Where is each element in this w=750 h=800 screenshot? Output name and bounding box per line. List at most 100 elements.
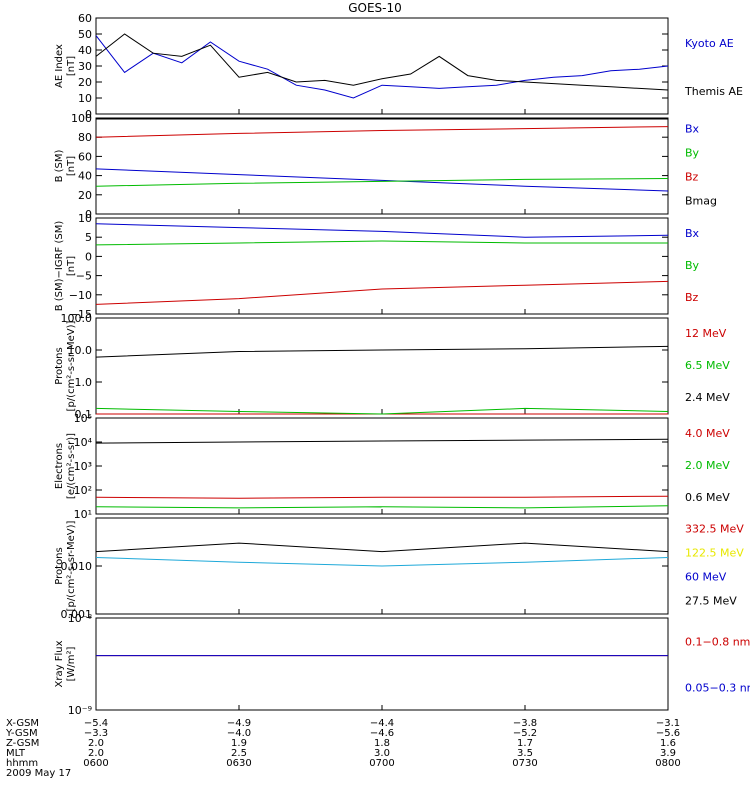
- axis-row-value: 0800: [655, 758, 680, 769]
- legend-entry: Bmag: [685, 194, 717, 207]
- axis-row-value: −3.8: [513, 718, 537, 729]
- y-axis-label-line: [e/(cm²-s-sr)]: [66, 433, 77, 499]
- y-axis-label-line: Protons: [54, 347, 65, 384]
- series-line-bz: [95, 280, 669, 305]
- axis-row-value: 3.9: [660, 748, 676, 759]
- axis-row-value: 3.5: [517, 748, 533, 759]
- y-tick-label: 0: [85, 208, 92, 221]
- y-axis-label: Protons [p/(cm²-s-sr-MeV)]: [54, 320, 77, 411]
- y-axis-label-line: [nT]: [66, 156, 77, 176]
- panel-frame: [95, 117, 669, 215]
- plot-title: GOES-10: [348, 1, 402, 15]
- legend-entry: 0.1−0.8 nm: [685, 636, 750, 649]
- y-axis-label: AE Index [nT]: [54, 44, 77, 88]
- y-tick-label: 80: [78, 131, 92, 144]
- axis-row-value: −3.1: [656, 718, 680, 729]
- y-axis-label-line: B (SM)−IGRF (SM): [54, 221, 65, 312]
- y-axis-label: Protons [p/(cm²-s-sr-MeV)]: [54, 520, 77, 611]
- y-tick-label: 20: [78, 189, 92, 202]
- series-line-by: [95, 178, 669, 187]
- axis-row-value: 2.0: [88, 738, 104, 749]
- axis-row-value: −5.2: [513, 728, 537, 739]
- legend-entry: 60 MeV: [685, 570, 727, 583]
- axis-row-value: −4.6: [370, 728, 394, 739]
- axis-table: X-GSM −5.4 −4.9 −4.4 −3.8 −3.1 Y-GSM −3.3 −4.0 −4…: [5, 718, 681, 779]
- series-line-0-6-mev: [95, 438, 669, 444]
- legend-entry: Bz: [685, 291, 699, 304]
- y-tick-label: 10: [78, 92, 92, 105]
- y-tick-label: 0.1: [75, 408, 93, 421]
- y-tick-label: 10⁻⁸: [68, 612, 93, 625]
- y-tick-label: 60: [78, 12, 92, 25]
- axis-row-value: 2.0: [88, 748, 104, 759]
- axis-date: 2009 May 17: [6, 768, 71, 779]
- legend-entry: Bx: [685, 227, 700, 240]
- panel-frame: [95, 317, 669, 415]
- panel-frame: [95, 617, 669, 711]
- panel-frame: [95, 17, 669, 115]
- y-tick-label: 100.0: [61, 312, 93, 325]
- legend-entry: 0.6 MeV: [685, 491, 730, 504]
- legend-entry: By: [685, 146, 700, 159]
- y-axis-label-line: [p/(cm²-s-sr-MeV)]: [66, 520, 77, 611]
- y-tick-label: 10³: [74, 460, 92, 473]
- series-line-kyoto-ae: [95, 35, 669, 99]
- legend-entry: 12 MeV: [685, 327, 727, 340]
- y-axis-label: B (SM) [nT]: [54, 149, 77, 182]
- y-tick-label: 10²: [74, 484, 92, 497]
- axis-row-label: hhmm: [6, 758, 38, 769]
- legend-entry: Kyoto AE: [685, 37, 734, 50]
- axis-row-value: 1.8: [374, 738, 390, 749]
- series-line-4-0-mev: [95, 495, 669, 499]
- panel-frame: [95, 417, 669, 515]
- series-line-2-4-mev: [95, 345, 669, 358]
- y-tick-label: 60: [78, 150, 92, 163]
- y-axis-label-line: Electrons: [54, 443, 65, 489]
- axis-row-value: 1.7: [517, 738, 533, 749]
- y-tick-label: −10: [69, 289, 92, 302]
- axis-row-label: Y-GSM: [5, 728, 38, 739]
- y-tick-label: 10: [78, 212, 92, 225]
- y-axis-label-line: [nT]: [66, 256, 77, 276]
- y-tick-label: 0.010: [61, 560, 93, 573]
- y-tick-label: 10⁴: [74, 436, 93, 449]
- legend-entry: 0.05−0.3 nm: [685, 682, 750, 695]
- y-axis-label-line: AE Index: [54, 44, 65, 88]
- series-line-bx: [95, 168, 669, 192]
- y-axis-label-line: Protons: [54, 547, 65, 584]
- axis-row-value: 0600: [83, 758, 108, 769]
- axis-row-value: −4.0: [227, 728, 251, 739]
- legend-entry: 4.0 MeV: [685, 427, 730, 440]
- legend-entry: 6.5 MeV: [685, 359, 730, 372]
- y-tick-label: 100: [71, 112, 92, 125]
- panel-2: 0 20 40 60 80 100 B (SM) [nT] Bx By Bz Bmag: [54, 112, 717, 221]
- series-line-themis-ae: [95, 33, 669, 91]
- legend-entry: By: [685, 259, 700, 272]
- series-line-bz: [95, 126, 669, 138]
- y-tick-label: 10¹: [74, 508, 92, 521]
- y-tick-label: 30: [78, 60, 92, 73]
- y-tick-label: 40: [78, 44, 92, 57]
- legend-entry: 332.5 MeV: [685, 522, 744, 535]
- y-tick-label: −5: [76, 270, 92, 283]
- panel-1: 0 10 20 30 40 50 60 AE Index [nT] Kyoto AE Themis …: [54, 12, 743, 121]
- axis-row-value: −3.3: [84, 728, 108, 739]
- panel-5: 10¹ 10² 10³ 10⁴ 10⁵ Electrons [e/(cm²-s-sr)] 4.…: [54, 412, 730, 521]
- y-tick-label: 1.0: [75, 376, 93, 389]
- y-axis-label-line: [W/m²]: [66, 646, 77, 681]
- axis-row-value: 0700: [369, 758, 394, 769]
- legend-entry: Bz: [685, 170, 699, 183]
- legend-entry: 2.4 MeV: [685, 391, 730, 404]
- y-tick-label: 20: [78, 76, 92, 89]
- series-line-bx: [95, 223, 669, 238]
- series-line-by: [95, 240, 668, 246]
- legend-entry: Bx: [685, 122, 700, 135]
- axis-row-value: 3.0: [374, 748, 390, 759]
- axis-row-value: −5.4: [84, 718, 108, 729]
- y-axis-label-line: [nT]: [66, 56, 77, 76]
- axis-row-value: 0730: [512, 758, 537, 769]
- y-axis-label: Electrons [e/(cm²-s-sr)]: [54, 433, 77, 499]
